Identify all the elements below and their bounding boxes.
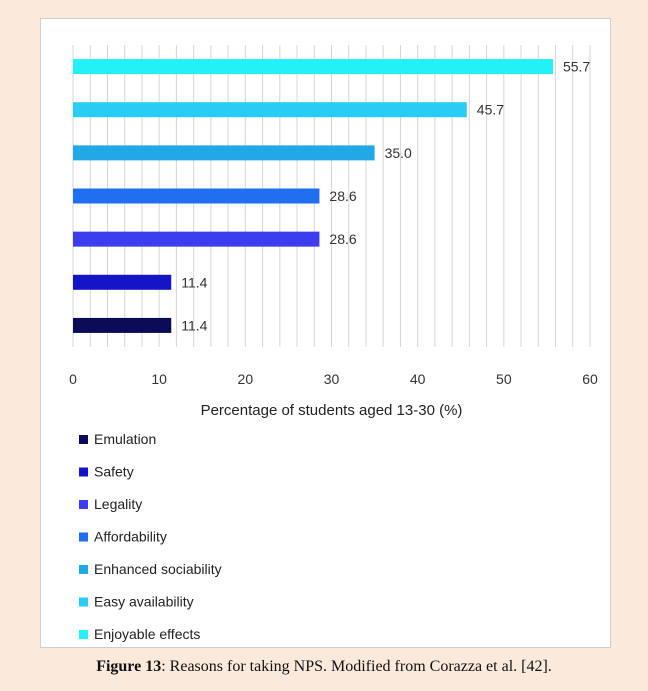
- legend-swatch: [79, 500, 88, 509]
- x-tick-label: 0: [69, 371, 77, 387]
- legend-label: Enhanced sociability: [94, 561, 222, 577]
- figure-caption: Figure 13: Reasons for taking NPS. Modif…: [0, 658, 648, 676]
- data-label: 11.4: [181, 317, 207, 333]
- bar-legality: [73, 231, 320, 247]
- x-tick-label: 60: [582, 371, 598, 387]
- caption-text: : Reasons for taking NPS. Modified from …: [161, 658, 552, 675]
- legend-label: Legality: [94, 496, 142, 512]
- legend-label: Affordability: [94, 529, 167, 545]
- legend-label: Easy availability: [94, 594, 194, 610]
- x-tick-label: 30: [324, 371, 340, 387]
- legend-swatch: [79, 435, 88, 444]
- data-label: 28.6: [329, 231, 356, 247]
- data-label: 28.6: [329, 188, 356, 204]
- data-label: 55.7: [563, 59, 590, 75]
- x-axis-label: Percentage of students aged 13-30 (%): [201, 402, 463, 419]
- legend-label: Safety: [94, 464, 134, 480]
- bar-safety: [73, 274, 172, 290]
- legend-label: Emulation: [94, 431, 156, 447]
- bar-chart: 11.4 11.4 28.6 28.6 35.0 45.7 55.7 0 10 20 30 40 50…: [69, 45, 598, 642]
- bar-enhanced-sociability: [73, 145, 375, 161]
- data-label: 35.0: [385, 145, 412, 161]
- x-tick-label: 50: [496, 371, 512, 387]
- bar-emulation: [73, 317, 172, 333]
- bar-enjoyable-effects: [73, 59, 553, 75]
- legend-swatch: [79, 630, 88, 639]
- x-tick-label: 10: [151, 371, 167, 387]
- legend-swatch: [79, 467, 88, 477]
- bar-easy-availability: [73, 102, 467, 118]
- x-tick-label: 40: [410, 371, 426, 387]
- data-label: 45.7: [477, 102, 504, 118]
- legend-swatch: [79, 532, 88, 542]
- x-tick-label: 20: [238, 371, 254, 387]
- caption-label: Figure 13: [96, 658, 162, 675]
- data-label: 11.4: [181, 274, 207, 290]
- legend-swatch: [79, 565, 88, 574]
- bar-affordability: [73, 188, 320, 204]
- legend-swatch: [79, 597, 88, 607]
- chart-panel: 11.4 11.4 28.6 28.6 35.0 45.7 55.7 0 10 20 30 40 50…: [40, 18, 611, 648]
- legend-label: Enjoyable effects: [94, 626, 200, 642]
